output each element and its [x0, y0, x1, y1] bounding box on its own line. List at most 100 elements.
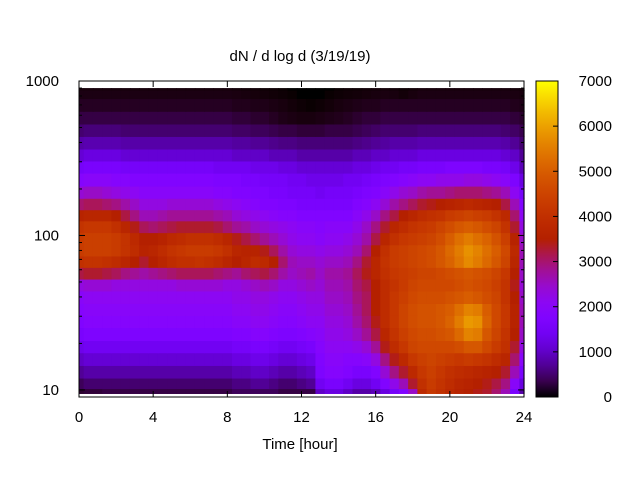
- heatmap-cell: [231, 89, 242, 100]
- heatmap-cell: [361, 172, 372, 187]
- heatmap-cell: [296, 255, 307, 268]
- heatmap-cell: [398, 123, 409, 137]
- heatmap-cell: [185, 89, 196, 100]
- heatmap-cell: [139, 111, 150, 125]
- heatmap-cell: [473, 232, 483, 246]
- heatmap-cell: [241, 365, 252, 379]
- heatmap-cell: [241, 209, 252, 222]
- heatmap-cell: [111, 365, 122, 379]
- heatmap-cell: [259, 340, 270, 354]
- heatmap-cell: [324, 220, 335, 234]
- heatmap-cell: [500, 365, 511, 379]
- heatmap-cell: [510, 172, 520, 187]
- heatmap-cell: [111, 340, 122, 354]
- heatmap-cell: [333, 160, 344, 174]
- heatmap-cell: [120, 88, 131, 91]
- heatmap-cell: [120, 209, 131, 222]
- heatmap-cell: [426, 88, 437, 91]
- heatmap-cell: [454, 244, 465, 257]
- heatmap-cell: [398, 255, 409, 268]
- heatmap-cell: [380, 232, 391, 246]
- heatmap-cell: [463, 278, 474, 292]
- heatmap-cell: [510, 88, 520, 91]
- heatmap-cell: [185, 172, 196, 187]
- heatmap-cell: [491, 365, 502, 379]
- heatmap-cell: [306, 111, 317, 125]
- heatmap-cell: [204, 123, 215, 137]
- heatmap-cell: [185, 98, 196, 112]
- colorbar-tick-label: 6000: [579, 118, 612, 135]
- heatmap-cell: [83, 98, 94, 112]
- heatmap-cell: [231, 88, 242, 91]
- heatmap-cell: [139, 388, 150, 394]
- heatmap-cell: [510, 377, 520, 390]
- heatmap-cell: [380, 209, 391, 222]
- heatmap-cell: [343, 209, 354, 222]
- heatmap-cell: [102, 186, 113, 199]
- heatmap-cell: [83, 186, 94, 199]
- heatmap-cell: [306, 198, 317, 211]
- heatmap-cell: [333, 172, 344, 187]
- heatmap-cell: [194, 327, 205, 342]
- heatmap-cell: [491, 327, 502, 342]
- heatmap-cell: [519, 160, 525, 174]
- heatmap-cell: [445, 148, 456, 162]
- heatmap-cell: [194, 148, 205, 162]
- heatmap-cell: [185, 111, 196, 125]
- heatmap-cell: [148, 315, 159, 329]
- heatmap-cell: [250, 267, 261, 280]
- heatmap-cell: [83, 352, 94, 366]
- heatmap-cell: [148, 186, 159, 199]
- heatmap-cell: [185, 209, 196, 222]
- heatmap-cell: [278, 209, 289, 222]
- heatmap-cell: [361, 315, 372, 329]
- heatmap-cell: [473, 377, 483, 390]
- heatmap-cell: [361, 148, 372, 162]
- heatmap-cell: [435, 198, 446, 211]
- heatmap-cell: [269, 278, 279, 292]
- heatmap-cell: [445, 111, 456, 125]
- heatmap-cell: [315, 148, 326, 162]
- heatmap-cell: [417, 220, 428, 234]
- heatmap-cell: [306, 88, 317, 91]
- heatmap-cell: [139, 352, 150, 366]
- heatmap-cell: [129, 123, 140, 137]
- heatmap-cell: [519, 388, 525, 394]
- heatmap-cell: [102, 209, 113, 222]
- heatmap-cell: [306, 315, 317, 329]
- heatmap-cell: [194, 267, 205, 280]
- heatmap-cell: [445, 136, 456, 150]
- heatmap-cell: [129, 98, 140, 112]
- heatmap-cell: [371, 88, 381, 91]
- heatmap-cell: [120, 303, 131, 316]
- heatmap-cell: [380, 220, 391, 234]
- heatmap-cell: [167, 290, 177, 304]
- heatmap-cell: [83, 148, 94, 162]
- heatmap-cell: [129, 278, 140, 292]
- heatmap-cell: [463, 290, 474, 304]
- heatmap-cell: [120, 111, 131, 125]
- heatmap-cell: [296, 160, 307, 174]
- heatmap-cell: [231, 352, 242, 366]
- heatmap-cell: [129, 255, 140, 268]
- heatmap-cell: [129, 160, 140, 174]
- heatmap-cell: [139, 267, 150, 280]
- heatmap-cell: [176, 327, 187, 342]
- heatmap-cell: [120, 327, 131, 342]
- heatmap-cell: [269, 88, 279, 91]
- heatmap-cell: [445, 172, 456, 187]
- heatmap-cell: [296, 186, 307, 199]
- heatmap-cell: [519, 365, 525, 379]
- heatmap-cell: [148, 303, 159, 316]
- heatmap-cell: [139, 220, 150, 234]
- heatmap-cell: [445, 244, 456, 257]
- heatmap-cell: [445, 220, 456, 234]
- heatmap-cell: [361, 244, 372, 257]
- heatmap-cell: [315, 388, 326, 394]
- colorbar: [535, 80, 559, 398]
- heatmap-cell: [454, 315, 465, 329]
- heatmap-cell: [213, 244, 224, 257]
- heatmap-cell: [500, 232, 511, 246]
- heatmap-cell: [167, 327, 177, 342]
- heatmap-cell: [426, 220, 437, 234]
